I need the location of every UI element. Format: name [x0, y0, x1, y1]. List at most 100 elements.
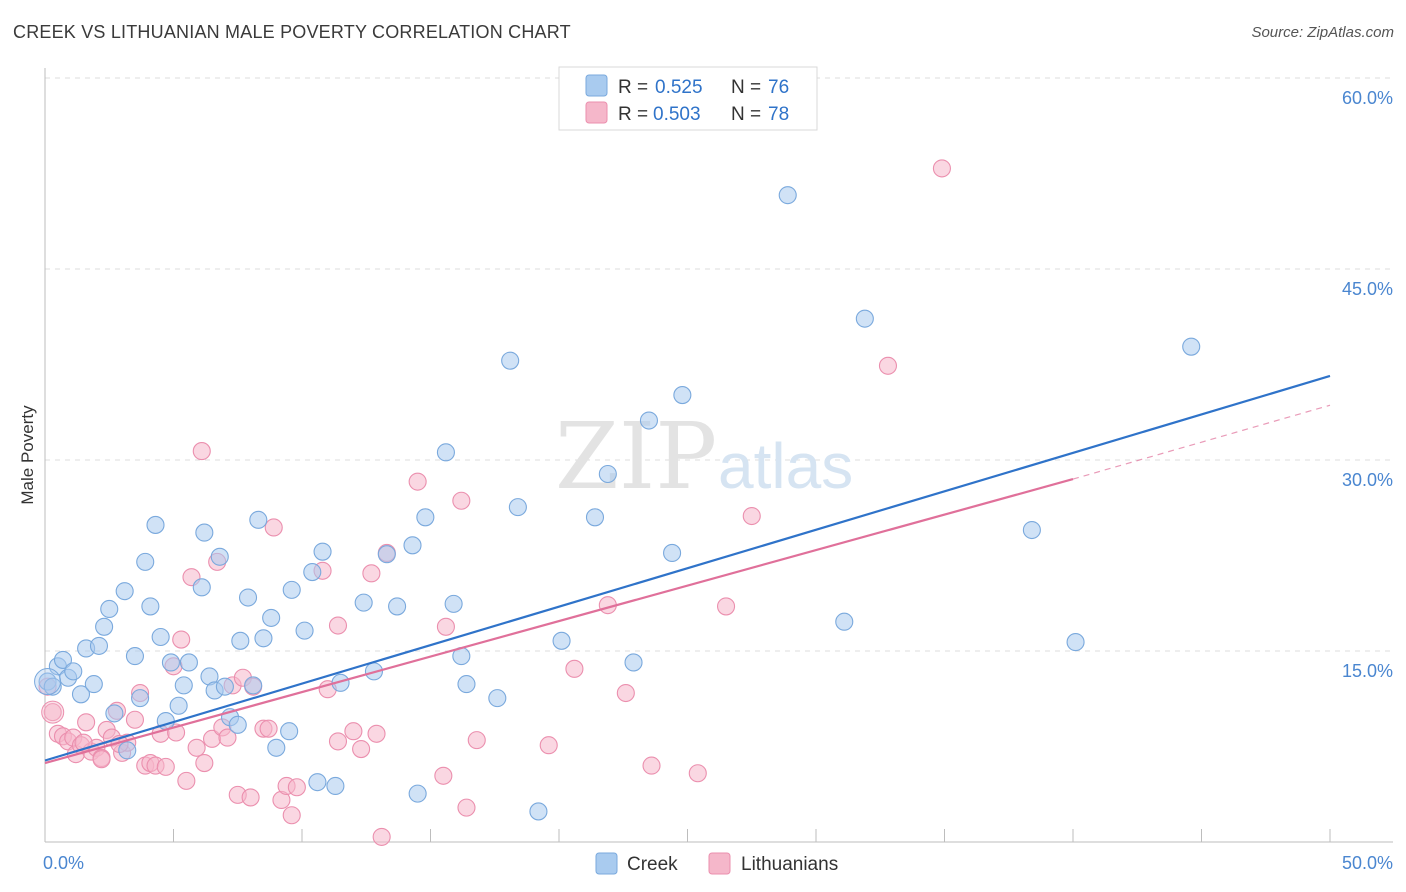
- creek-point: [598, 464, 617, 484]
- creek-point: [146, 515, 165, 534]
- source-label: Source: ZipAtlas.com: [1251, 24, 1394, 41]
- creek-point: [508, 498, 527, 517]
- legend-r-value-creek: 0.525: [655, 77, 703, 98]
- lithuanians-point: [187, 738, 206, 757]
- watermark-zip: ZIP: [555, 403, 717, 510]
- creek-point: [303, 563, 322, 582]
- legend-n-value-lithuanians: 78: [768, 104, 789, 125]
- correlation-legend: R = 0.525 N = 76 R = 0.503 N = 78: [558, 66, 818, 131]
- creek-point: [215, 677, 234, 696]
- creek-point: [169, 696, 188, 715]
- lithuanians-point: [452, 491, 471, 510]
- creek-point: [639, 411, 659, 430]
- creek-points: [34, 186, 1201, 821]
- creek-point: [192, 578, 211, 597]
- creek-point: [141, 597, 160, 616]
- creek-point: [855, 309, 874, 328]
- lithuanians-point: [565, 659, 584, 678]
- creek-point: [161, 653, 180, 672]
- bottom-legend-swatch-lithuanians: [708, 852, 731, 875]
- creek-point: [313, 542, 332, 561]
- creek-point: [262, 608, 281, 627]
- lithuanians-point: [177, 771, 196, 790]
- creek-point: [267, 738, 286, 757]
- creek-point: [254, 629, 273, 648]
- x-tick-label-min: 0.0%: [43, 853, 84, 873]
- lithuanians-trend-extension: [1072, 404, 1331, 480]
- creek-point: [354, 593, 373, 612]
- creek-point: [552, 631, 571, 650]
- lithuanians-point: [43, 703, 62, 722]
- lithuanians-trend-line: [44, 478, 1074, 765]
- grid-lines: [45, 77, 1393, 652]
- y-tick-label: 45.0%: [1342, 279, 1393, 299]
- creek-point: [131, 689, 150, 708]
- lithuanians-point: [282, 806, 301, 825]
- creek-point: [53, 650, 73, 669]
- creek-point: [295, 621, 314, 640]
- legend-r-label-lithuanians: R =: [618, 104, 648, 125]
- y-tick-label: 30.0%: [1342, 470, 1393, 490]
- legend-n-label-creek: N =: [731, 77, 761, 98]
- legend-r-label-creek: R =: [618, 77, 648, 98]
- creek-point: [403, 536, 422, 555]
- x-tick-label-max: 50.0%: [1342, 853, 1393, 873]
- lithuanians-point: [436, 617, 455, 636]
- creek-point: [100, 599, 119, 619]
- creek-point: [231, 631, 250, 650]
- creek-point: [388, 597, 407, 616]
- lithuanians-point: [77, 713, 96, 732]
- legend-swatch-lithuanians: [585, 101, 608, 124]
- lithuanians-point: [457, 798, 476, 817]
- creek-point: [1022, 520, 1041, 540]
- lithuanians-point: [328, 616, 348, 635]
- lithuanians-point: [352, 739, 371, 759]
- chart-title: CREEK VS LITHUANIAN MALE POVERTY CORRELA…: [13, 22, 571, 42]
- creek-point: [125, 647, 144, 666]
- lithuanians-point: [218, 728, 237, 747]
- lithuanians-point: [241, 788, 260, 807]
- creek-point: [408, 784, 427, 803]
- bottom-legend-label-creek: Creek: [627, 854, 678, 875]
- creek-point: [624, 653, 643, 672]
- lithuanians-point: [259, 719, 278, 738]
- creek-point: [228, 715, 247, 734]
- creek-point: [585, 508, 605, 527]
- creek-point: [444, 594, 463, 613]
- lithuanians-point: [125, 710, 144, 729]
- bottom-legend-label-lithuanians: Lithuanians: [741, 854, 838, 875]
- lithuanians-point: [287, 778, 306, 797]
- lithuanians-point: [932, 159, 951, 178]
- creek-trend-line: [44, 374, 1331, 762]
- trend-lines: [44, 374, 1331, 765]
- creek-point: [174, 676, 193, 695]
- lithuanians-point: [172, 630, 191, 649]
- lithuanians-point: [408, 472, 427, 491]
- legend-n-label-lithuanians: N =: [731, 104, 761, 125]
- creek-point: [778, 186, 797, 205]
- lithuanians-point: [362, 564, 381, 583]
- watermark-atlas: atlas: [718, 430, 853, 502]
- creek-point: [210, 547, 229, 566]
- legend-r-value-lithuanians: 0.503: [653, 104, 701, 125]
- lithuanians-point: [467, 731, 486, 750]
- creek-point: [416, 508, 435, 527]
- creek-point: [835, 612, 854, 631]
- creek-point: [89, 636, 109, 655]
- legend-swatch-creek: [585, 74, 608, 97]
- creek-point: [436, 443, 455, 462]
- creek-point: [663, 543, 682, 563]
- creek-point: [179, 653, 198, 672]
- bottom-legend-swatch-creek: [595, 852, 618, 875]
- lithuanians-point: [539, 736, 558, 755]
- creek-point: [1066, 633, 1085, 652]
- creek-point: [282, 580, 301, 599]
- creek-point: [105, 704, 124, 723]
- creek-point: [136, 552, 155, 571]
- y-tick-labels: 15.0% 30.0% 45.0% 60.0%: [1342, 88, 1393, 681]
- creek-point: [280, 722, 299, 741]
- lithuanians-point: [344, 722, 363, 741]
- lithuanians-points: [38, 159, 951, 846]
- lithuanians-point: [742, 506, 761, 526]
